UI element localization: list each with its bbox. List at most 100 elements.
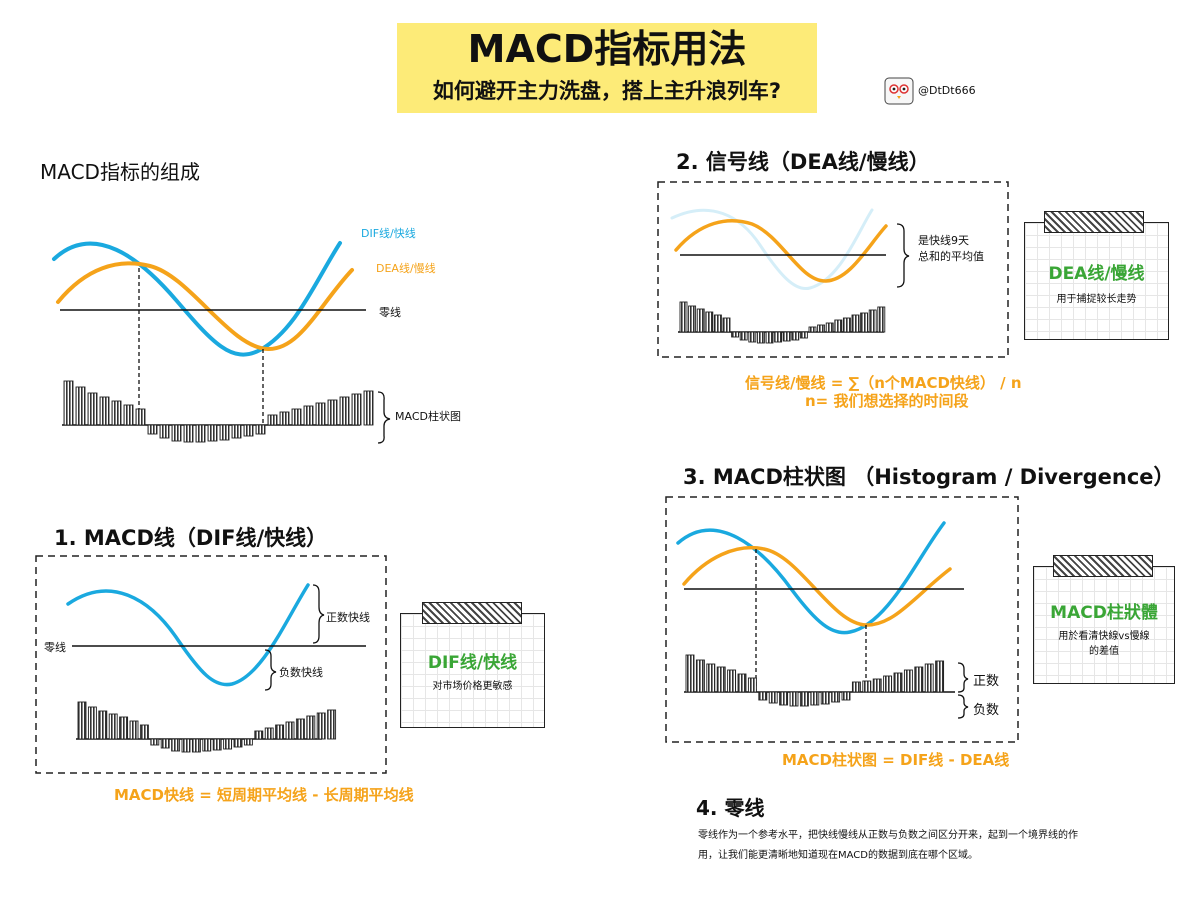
components-hist-bar	[111, 400, 122, 426]
dea-section	[657, 181, 1009, 358]
dea-histogram	[679, 301, 886, 344]
components-hist-brace	[377, 391, 391, 444]
dif-note-card	[400, 613, 545, 728]
dea-hist-bar	[834, 319, 843, 333]
dif-hist-bar	[139, 724, 149, 740]
hist-bars-bar	[924, 663, 934, 693]
dea-hist-bar	[868, 309, 877, 333]
hist-bars-bar	[716, 666, 726, 693]
zero-text-line1: 零线作为一个参考水平，把快线慢线从正数与负数之间区分开来，起到一个境界线的作	[698, 830, 1078, 841]
dif-histogram	[77, 701, 337, 753]
dea-faded-dif-line	[670, 208, 874, 291]
hist-bars-bar	[914, 666, 924, 693]
components-hist-bar	[219, 424, 230, 441]
dif-hist-bar	[87, 706, 97, 740]
dea-dashed-frame	[657, 181, 1009, 358]
author-handle: @DtDt666	[918, 84, 976, 97]
dea-line	[674, 219, 888, 283]
dif-hist-bar	[191, 738, 201, 753]
dea-hist-bar	[705, 311, 714, 333]
hist-bars-bar	[706, 663, 716, 693]
dif-zero-label: 零线	[44, 641, 66, 654]
components-heading: MACD指标的组成	[40, 160, 200, 184]
dif-dashed-frame	[35, 555, 387, 774]
hist-bars-bar	[831, 691, 841, 703]
dea-note-title: DEA线/慢线	[1048, 264, 1145, 284]
hist-bars-bar	[883, 675, 893, 693]
components-histogram	[63, 380, 374, 443]
hist-bars-bar	[893, 672, 903, 693]
dea-hist-bar	[756, 331, 765, 344]
components-hist-bar	[123, 404, 134, 426]
components-hist-bar	[75, 386, 86, 426]
dea-formula2: n= 我们想选择的时间段	[805, 392, 969, 410]
components-hist-bar	[63, 380, 74, 426]
dif-hist-bar	[119, 716, 129, 740]
components-hist-bar	[147, 424, 158, 435]
dif-hist-bar	[233, 738, 243, 748]
components-hist-bar	[315, 402, 326, 426]
dea-hist-bar	[688, 305, 697, 333]
hist-heading: 3. MACD柱状图 （Histogram / Divergence）	[683, 465, 1175, 489]
components-dif-label: DIF线/快线	[361, 227, 416, 240]
dea-hist-bar	[851, 314, 860, 333]
dea-hist-bar	[799, 331, 808, 339]
hist-dif-line	[676, 521, 946, 635]
components-hist-bar	[87, 392, 98, 426]
hist-bars-bar	[789, 691, 799, 707]
dif-positive-label: 正数快线	[326, 611, 370, 624]
dif-negative-label: 负数快线	[279, 666, 323, 679]
dif-hist-bar	[108, 713, 118, 740]
components-hist-bar	[159, 424, 170, 439]
dif-hist-bar	[129, 720, 139, 740]
dif-hist-bar	[295, 718, 305, 740]
dif-hist-bar	[98, 710, 108, 740]
hist-formula: MACD柱状图 = DIF线 - DEA线	[782, 751, 1010, 769]
components-hist-bar	[339, 396, 350, 426]
components-hist-bar	[303, 405, 314, 426]
dif-hist-bar	[316, 712, 326, 740]
hist-bars-bar	[872, 678, 882, 693]
hist-bars-bar	[747, 677, 757, 693]
dea-hist-bar	[817, 324, 826, 333]
zero-heading: 4. 零线	[696, 796, 765, 820]
components-hist-bar	[171, 424, 182, 442]
components-hist-bar	[363, 390, 374, 426]
dea-heading: 2. 信号线（DEA线/慢线）	[676, 150, 930, 174]
dea-hist-bar	[731, 331, 740, 338]
hist-bars-bar	[737, 673, 747, 693]
dif-hist-bar	[150, 738, 160, 746]
components-hist-bar	[231, 424, 242, 439]
components-hist-bar	[135, 408, 146, 426]
dea-hist-bar	[842, 317, 851, 333]
hist-bars-bar	[810, 691, 820, 706]
dea-hist-bar	[722, 317, 731, 333]
dif-hist-bar	[181, 738, 191, 753]
zero-paragraph: 零线作为一个参考水平，把快线慢线从正数与负数之间区分开来，起到一个境界线的作 用…	[698, 826, 1158, 866]
dea-note-card	[1024, 222, 1169, 340]
dea-hist-bar	[791, 331, 800, 341]
components-hist-bar	[327, 399, 338, 426]
dea-note-sub: 用于捕捉较长走势	[1056, 294, 1137, 305]
components-hist-bar	[207, 424, 218, 442]
dif-hist-bar	[306, 715, 316, 740]
hist-bars-bar	[758, 691, 768, 701]
components-hist-bar	[243, 424, 254, 437]
hist-bars-bar	[779, 691, 789, 706]
dif-hist-bar	[171, 738, 181, 752]
components-hist-bar	[291, 408, 302, 426]
components-zero-label: 零线	[379, 306, 401, 319]
dea-hist-bar	[739, 331, 748, 341]
dea-formula1: 信号线/慢线 = ∑（n个MACD快线） / n	[745, 374, 1022, 392]
hist-note-sub1: 用於看清快線vs慢線	[1058, 631, 1150, 642]
dif-hist-bar	[254, 730, 264, 740]
dif-heading: 1. MACD线（DIF线/快线）	[54, 526, 328, 550]
dea-hist-bar	[808, 326, 817, 333]
hist-dashed-frame	[665, 496, 1019, 743]
hist-bars-bar	[841, 691, 851, 701]
dea-brace-line2: 总和的平均值	[918, 250, 984, 263]
components-hist-bar	[99, 396, 110, 426]
dif-hist-bar	[327, 709, 337, 740]
dea-hist-bar	[825, 322, 834, 333]
dea-brace-line1: 是快线9天	[918, 234, 969, 247]
